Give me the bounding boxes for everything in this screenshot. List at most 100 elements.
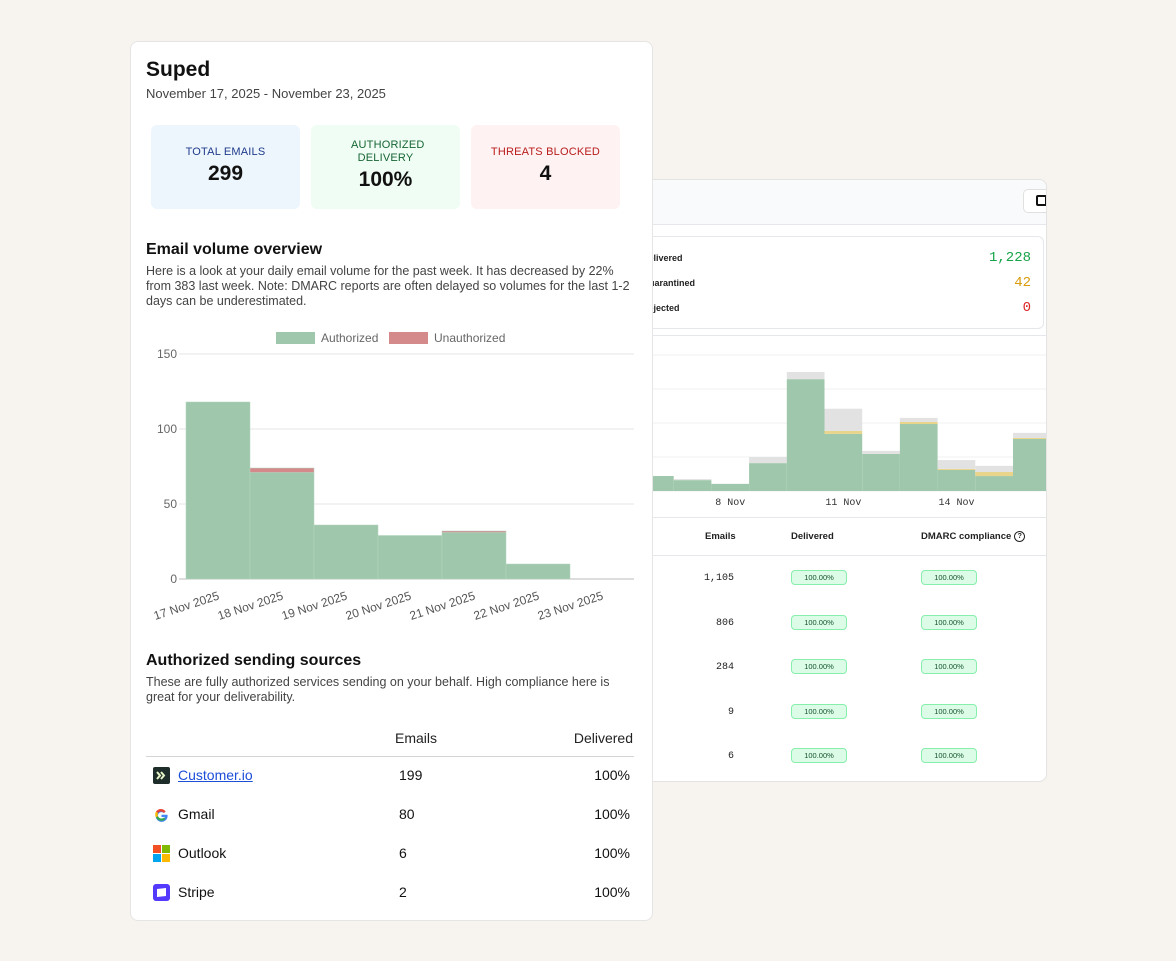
x-tick-label: 23 Nov 2025 bbox=[536, 588, 605, 622]
bar-authorized[interactable] bbox=[505, 563, 571, 580]
legend-swatch[interactable] bbox=[389, 332, 428, 344]
stat-label: TOTAL EMAILS bbox=[185, 146, 266, 158]
date-range: November 17, 2025 - November 23, 2025 bbox=[146, 86, 386, 101]
source-name: Gmail bbox=[178, 806, 215, 822]
source-delivered: 100% bbox=[594, 845, 630, 861]
bar-segment[interactable] bbox=[673, 480, 712, 491]
source-name: Stripe bbox=[178, 884, 215, 900]
source-row: Gmail 80 100% bbox=[146, 804, 636, 828]
stat-label: AUTHORIZED DELIVERY bbox=[351, 139, 425, 164]
stat-authorized-delivery: AUTHORIZED DELIVERY 100% bbox=[311, 125, 460, 209]
delivered-badge: 100.00% bbox=[791, 570, 847, 585]
detail-row[interactable]: 1,105 100.00% 100.00% bbox=[601, 570, 1046, 590]
bar-authorized[interactable] bbox=[377, 535, 443, 580]
row-emails: 1,105 bbox=[703, 573, 734, 584]
x-tick-label: 21 Nov 2025 bbox=[408, 588, 477, 622]
x-tick-label: 8 Nov bbox=[715, 498, 745, 509]
y-tick-label: 100 bbox=[157, 422, 177, 436]
detail-row[interactable]: 806 100.00% 100.00% bbox=[601, 614, 1046, 635]
col-delivered: Delivered bbox=[573, 730, 633, 746]
bar-segment[interactable] bbox=[786, 379, 825, 491]
date-picker-button[interactable] bbox=[1023, 189, 1046, 213]
divider bbox=[146, 756, 634, 757]
bar-segment[interactable] bbox=[899, 421, 938, 425]
source-emails: 2 bbox=[399, 884, 407, 900]
summary-report-card: Suped November 17, 2025 - November 23, 2… bbox=[130, 41, 653, 921]
label: Delivered bbox=[642, 253, 683, 263]
legend-label[interactable]: Authorized bbox=[321, 331, 378, 345]
detail-row[interactable]: 9 100.00% 100.00% bbox=[601, 703, 1046, 724]
source-link[interactable]: Customer.io bbox=[178, 767, 253, 783]
total-delivered: Delivered 1,228 bbox=[642, 250, 1031, 273]
bar-segment[interactable] bbox=[862, 450, 900, 454]
bar-authorized[interactable] bbox=[313, 524, 379, 580]
x-tick-label: 22 Nov 2025 bbox=[472, 588, 541, 622]
value: 1,228 bbox=[988, 250, 1031, 266]
bar-segment[interactable] bbox=[786, 372, 825, 380]
bar-authorized[interactable] bbox=[441, 532, 507, 580]
y-tick-label: 50 bbox=[164, 497, 178, 511]
bar-segment[interactable] bbox=[1013, 437, 1047, 439]
delivered-badge: 100.00% bbox=[791, 703, 847, 719]
bar-segment[interactable] bbox=[862, 453, 900, 491]
source-emails: 6 bbox=[399, 845, 407, 861]
stripe-logo-icon bbox=[153, 884, 170, 901]
bar-segment[interactable] bbox=[937, 468, 976, 470]
bar-segment[interactable] bbox=[975, 471, 1013, 477]
stat-value: 299 bbox=[207, 162, 244, 185]
row-emails: 9 bbox=[727, 706, 734, 718]
bar-unauthorized[interactable] bbox=[249, 467, 315, 473]
label: Rejected bbox=[642, 303, 680, 313]
microsoft-logo-icon bbox=[153, 845, 170, 862]
volume-heading: Email volume overview bbox=[146, 241, 323, 258]
col-delivered[interactable]: Delivered bbox=[791, 531, 834, 542]
bar-unauthorized[interactable] bbox=[441, 530, 507, 533]
bar-segment[interactable] bbox=[749, 457, 787, 464]
bar-segment[interactable] bbox=[937, 469, 976, 491]
divider bbox=[601, 555, 1046, 556]
detail-row[interactable]: 284 100.00% 100.00% bbox=[601, 659, 1046, 679]
dmarc-badge: 100.00% bbox=[921, 748, 977, 763]
bar-segment[interactable] bbox=[975, 465, 1013, 472]
bar-segment[interactable] bbox=[824, 408, 863, 431]
source-emails: 80 bbox=[399, 806, 415, 822]
bar-segment[interactable] bbox=[899, 424, 938, 491]
bar-segment[interactable] bbox=[711, 483, 750, 491]
col-emails: Emails bbox=[395, 730, 438, 746]
bar-segment[interactable] bbox=[749, 463, 787, 491]
bar-segment[interactable] bbox=[824, 430, 863, 434]
bar-segment[interactable] bbox=[1013, 438, 1047, 491]
x-tick-label: 14 Nov bbox=[938, 498, 974, 509]
volume-description: Here is a look at your daily email volum… bbox=[146, 264, 630, 308]
bar-segment[interactable] bbox=[673, 479, 712, 481]
sources-description: These are fully authorized services send… bbox=[146, 675, 610, 704]
y-tick-label: 150 bbox=[157, 347, 177, 361]
label: Quarantined bbox=[642, 278, 696, 288]
source-name: Outlook bbox=[178, 845, 227, 861]
bar-segment[interactable] bbox=[975, 476, 1013, 491]
x-tick-label: 17 Nov 2025 bbox=[152, 588, 221, 622]
dmarc-badge: 100.00% bbox=[921, 570, 977, 585]
delivered-badge: 100.00% bbox=[791, 748, 847, 763]
source-delivered: 100% bbox=[594, 767, 630, 783]
bar-segment[interactable] bbox=[1013, 432, 1047, 438]
bar-segment[interactable] bbox=[899, 417, 938, 422]
col-dmarc[interactable]: DMARC compliance? bbox=[921, 531, 1026, 542]
source-row: Outlook 6 100% bbox=[146, 843, 636, 867]
delivery-totals: Delivered 1,228 Quarantined 42 Rejected 0 bbox=[621, 236, 1044, 329]
help-icon[interactable]: ? bbox=[1014, 531, 1026, 542]
bar-segment[interactable] bbox=[937, 460, 976, 469]
source-delivered: 100% bbox=[594, 806, 630, 822]
source-row: Stripe 2 100% bbox=[146, 882, 636, 906]
value: 42 bbox=[1014, 275, 1031, 291]
bar-segment[interactable] bbox=[824, 433, 863, 491]
divider bbox=[601, 335, 1046, 336]
bar-authorized[interactable] bbox=[249, 472, 315, 580]
col-emails[interactable]: Emails bbox=[705, 531, 736, 542]
legend-swatch[interactable] bbox=[276, 332, 315, 344]
legend-label[interactable]: Unauthorized bbox=[434, 331, 505, 345]
detail-row[interactable]: 6 100.00% 100.00% bbox=[601, 748, 1046, 768]
dmarc-badge: 100.00% bbox=[921, 703, 977, 719]
detail-volume-chart: 8 Nov 11 Nov 14 Nov bbox=[601, 354, 1047, 509]
bar-authorized[interactable] bbox=[185, 401, 251, 580]
